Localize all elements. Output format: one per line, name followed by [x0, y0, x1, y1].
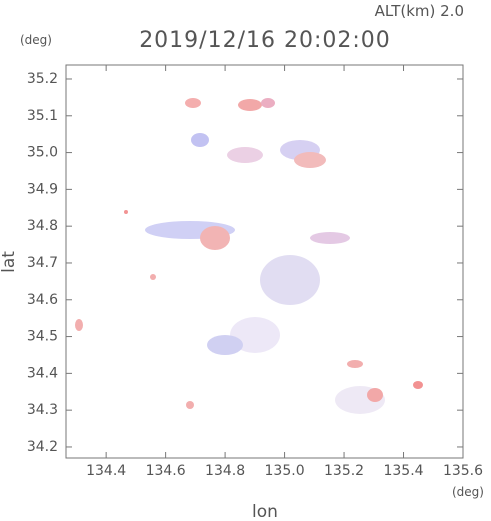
- x-tick-label: 135.4: [383, 463, 423, 479]
- x-tick-label: 135.0: [265, 463, 305, 479]
- y-tick-label: 34.9: [27, 181, 58, 197]
- y-unit: (deg): [20, 33, 52, 47]
- altitude-label: ALT(km) 2.0: [375, 2, 464, 20]
- x-axis-label: lon: [252, 502, 278, 521]
- x-tick-label: 134.4: [86, 463, 126, 479]
- y-tick-label: 34.6: [27, 292, 58, 308]
- x-tick-label: 135.2: [324, 463, 364, 479]
- y-tick-label: 35.2: [27, 71, 58, 87]
- y-tick-label: 34.8: [27, 218, 58, 234]
- x-tick-label: 134.8: [205, 463, 245, 479]
- plot-frame: [65, 64, 464, 459]
- y-tick-label: 34.2: [27, 439, 58, 455]
- y-tick-label: 34.5: [27, 329, 58, 345]
- y-tick-label: 35.0: [27, 145, 58, 161]
- y-tick-label: 34.3: [27, 402, 58, 418]
- y-tick-label: 34.7: [27, 255, 58, 271]
- x-unit: (deg): [452, 485, 484, 499]
- y-axis-label: lat: [0, 251, 19, 273]
- echo-field: [75, 98, 423, 414]
- x-tick-label: 135.6: [443, 463, 483, 479]
- chart-title: 2019/12/16 20:02:00: [139, 28, 391, 53]
- y-tick-label: 34.4: [27, 365, 58, 381]
- y-tick-label: 35.1: [27, 108, 58, 124]
- x-tick-label: 134.6: [146, 463, 186, 479]
